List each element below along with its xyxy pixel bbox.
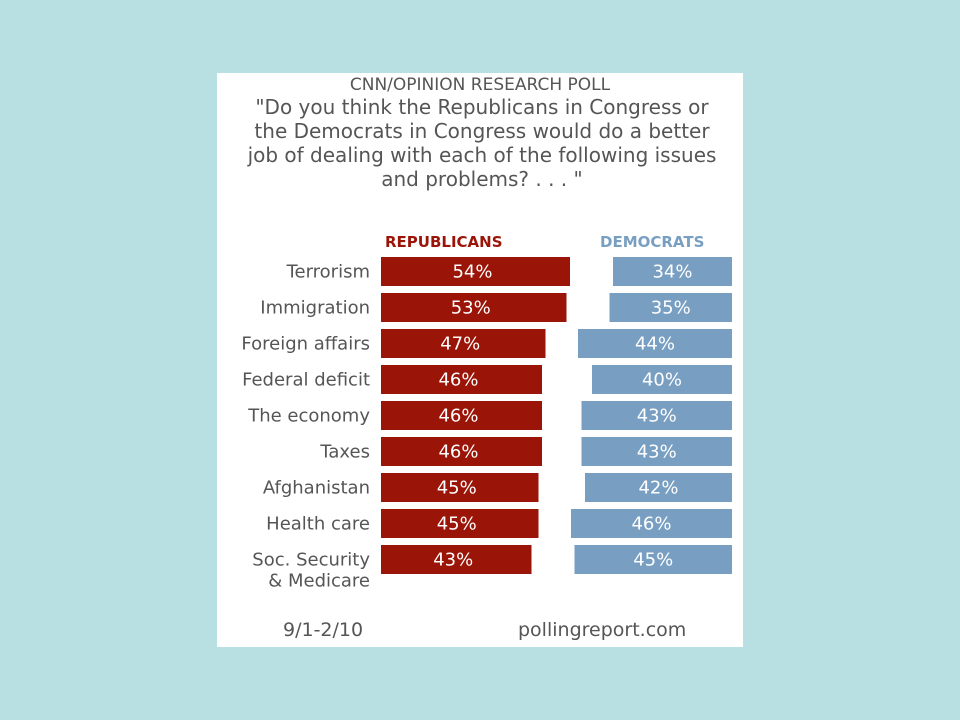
democrat-value-label: 46% [631,514,671,535]
democrat-bar [585,473,732,502]
category-label: Health care [266,514,370,535]
category-label: Foreign affairs [241,334,370,355]
category-label: Taxes [319,442,370,463]
republican-bar [381,365,542,394]
democrat-value-label: 34% [652,262,692,283]
category-label: The economy [247,406,370,427]
democrat-value-label: 42% [638,478,678,499]
democrat-value-label: 35% [651,298,691,319]
democrat-value-label: 44% [635,334,675,355]
democrat-value-label: 43% [637,406,677,427]
republican-value-label: 45% [437,514,477,535]
republican-value-label: 47% [440,334,480,355]
bar-chart: Terrorism 54% 34% Immigration 53% 35% Foreign … [241,257,732,592]
poll-date: 9/1-2/10 [283,619,364,641]
republican-bar [381,545,532,574]
republican-bar [381,329,546,358]
democrat-bar [592,365,732,394]
republican-value-label: 45% [437,478,477,499]
source-site: pollingreport.com [518,619,687,641]
category-label-line: & Medicare [268,571,370,592]
republican-bar [381,437,542,466]
republican-value-label: 53% [451,298,491,319]
poll-card: CNN/OPINION RESEARCH POLL "Do you think … [217,73,743,647]
republican-value-label: 43% [433,550,473,571]
democrat-bar [613,257,732,286]
republican-bar [381,257,570,286]
democrat-bar [571,509,732,538]
democrat-bar [609,293,732,322]
category-label: Afghanistan [263,478,370,499]
republican-value-label: 54% [452,262,492,283]
poll-question: "Do you think the Republicans in Congres… [247,95,717,191]
category-label: Terrorism [286,262,370,283]
republican-bar [381,473,539,502]
category-label: Federal deficit [242,370,370,391]
democrat-bar [574,545,732,574]
legend-republicans: REPUBLICANS [385,233,503,251]
republican-value-label: 46% [438,442,478,463]
republican-value-label: 46% [438,406,478,427]
republican-bar [381,509,539,538]
republican-bar [381,401,542,430]
legend-democrats: DEMOCRATS [600,233,705,251]
category-label-line: Soc. Security [252,550,370,571]
poll-source: CNN/OPINION RESEARCH POLL [349,75,611,95]
democrat-value-label: 45% [633,550,673,571]
category-label: Soc. Security & Medicare [252,550,370,592]
democrat-bar [578,329,732,358]
republican-value-label: 46% [438,370,478,391]
democrat-value-label: 43% [637,442,677,463]
republican-bar [381,293,567,322]
democrat-bar [581,401,732,430]
democrat-bar [581,437,732,466]
category-label: Immigration [260,298,370,319]
democrat-value-label: 40% [642,370,682,391]
